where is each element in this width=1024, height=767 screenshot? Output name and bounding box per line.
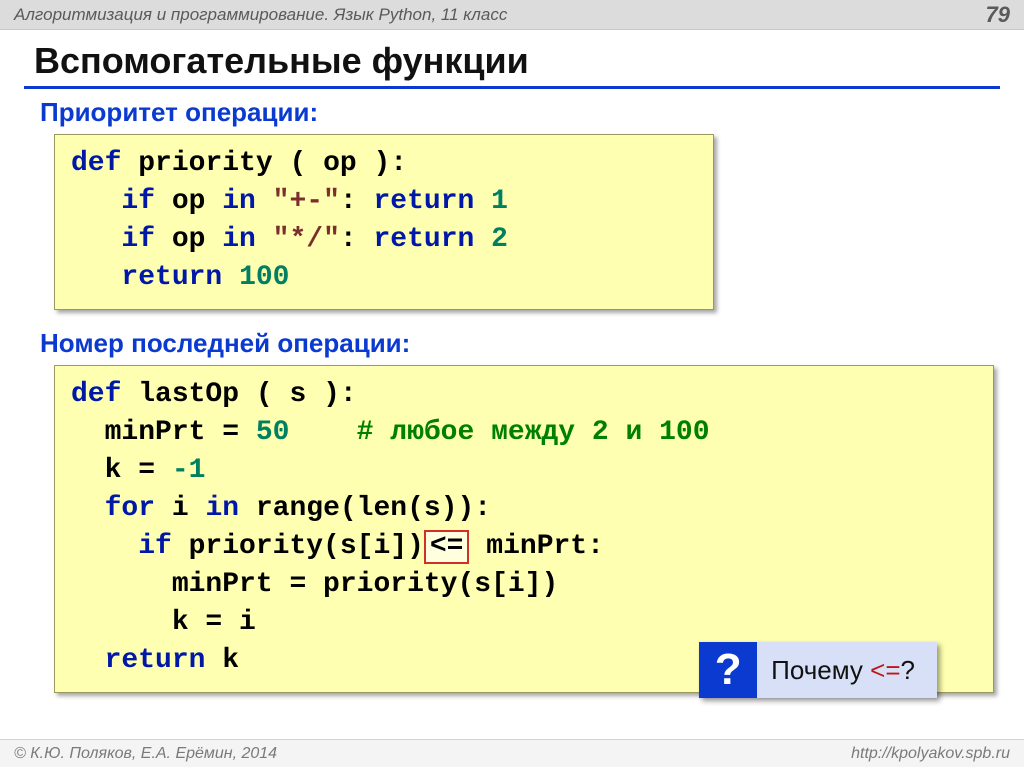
kw-def: def (71, 379, 121, 410)
slide-header: Алгоритмизация и программирование. Язык … (0, 0, 1024, 30)
code-priority: def priority ( op ): if op in "+-": retu… (71, 145, 697, 297)
code-comment: # любое между 2 и 100 (357, 417, 710, 448)
slide-footer: © К.Ю. Поляков, Е.А. Ерёмин, 2014 http:/… (0, 739, 1024, 767)
highlighted-operator: <= (424, 530, 470, 564)
fn-name: priority (138, 148, 272, 179)
copyright-text: © К.Ю. Поляков, Е.А. Ерёмин, 2014 (14, 745, 277, 763)
code-box-lastop: def lastOp ( s ): minPrt = 50 # любое ме… (54, 365, 994, 693)
course-title: Алгоритмизация и программирование. Язык … (14, 5, 507, 25)
footer-url: http://kpolyakov.spb.ru (851, 745, 1010, 763)
section-label-lastop: Номер последней операции: (40, 328, 1000, 359)
callout-text: Почему <=? (757, 642, 937, 698)
code-box-priority: def priority ( op ): if op in "+-": retu… (54, 134, 714, 310)
slide-title: Вспомогательные функции (24, 36, 1000, 89)
page-number: 79 (986, 2, 1010, 28)
slide-content: Вспомогательные функции Приоритет операц… (0, 30, 1024, 693)
question-mark-icon: ? (699, 642, 757, 698)
callout-operator: <= (870, 655, 900, 686)
code-lastop: def lastOp ( s ): minPrt = 50 # любое ме… (71, 376, 977, 680)
question-callout: ? Почему <=? (699, 642, 937, 698)
section-label-priority: Приоритет операции: (40, 97, 1000, 128)
kw-def: def (71, 148, 121, 179)
